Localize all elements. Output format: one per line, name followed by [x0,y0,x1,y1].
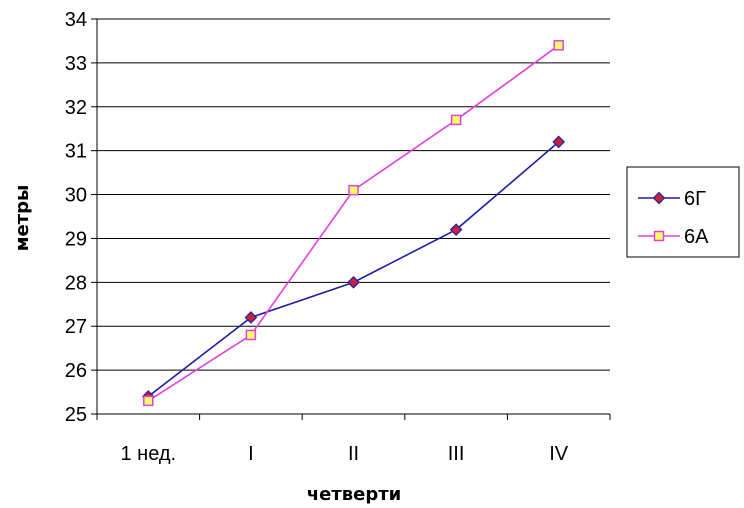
legend-marker [653,230,665,242]
data-point [244,311,258,324]
axes [91,18,611,420]
legend-label: 6А [684,226,709,248]
y-tick-label: 31 [65,141,87,163]
legend: 6Г 6А [626,166,740,258]
legend-box [626,166,740,258]
data-point [347,275,360,289]
y-tick-label: 32 [65,97,87,119]
x-tick-labels: 1 нед. I II III IV [120,443,568,465]
y-tick-label: 29 [65,228,87,250]
data-point [553,40,564,51]
x-tick-label: IV [549,443,569,465]
y-tick-label: 33 [65,53,87,75]
x-tick-label: I [248,443,254,465]
y-tick-labels: 25 26 27 28 29 30 31 32 33 34 [65,9,87,426]
series-group [141,40,566,407]
x-tick-label: III [448,443,465,465]
y-tick-label: 26 [65,360,87,382]
y-tick-label: 27 [65,316,87,338]
y-tick-label: 30 [65,185,87,207]
data-point [552,135,566,149]
data-point [143,395,154,407]
series-line [147,141,560,398]
series-1 [141,135,566,403]
y-tick-label: 34 [65,9,87,31]
y-tick-label: 25 [65,404,87,426]
data-point [449,223,463,237]
y-tick-label: 28 [65,272,87,294]
legend-label: 6Г [684,188,706,210]
series-2 [143,40,564,407]
x-axis-title: четверти [307,484,402,505]
y-axis-title: метры [12,185,33,252]
legend-marker [652,191,666,205]
x-tick-label: 1 нед. [120,443,176,465]
series-line [147,44,560,402]
x-tick-label: II [348,443,359,465]
data-point [348,184,359,196]
data-point [245,329,257,341]
data-point [450,114,462,126]
